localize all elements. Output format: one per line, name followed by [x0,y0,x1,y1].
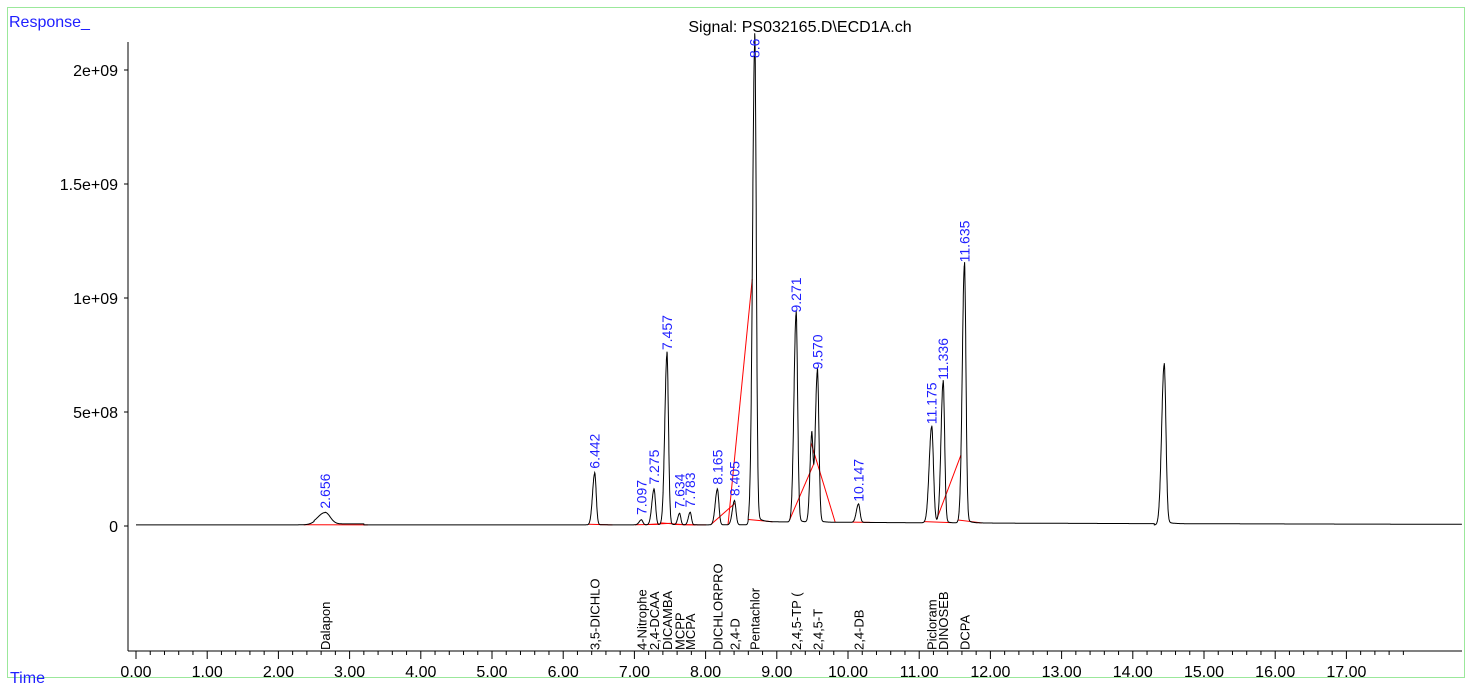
y-ticks: 0 5e+08 1e+09 1.5e+09 2e+09 [60,63,128,536]
x-tick-label: 10.00 [828,664,868,681]
x-tick-label: 1.00 [192,664,223,681]
x-tick-label: 16.00 [1255,664,1295,681]
y-tick-label: 2e+09 [73,63,118,80]
compound-label: Dalapon [318,602,333,650]
y-tick-label: 1.5e+09 [60,177,118,194]
peak-label: 10.147 [850,459,866,502]
integration-baseline [936,454,962,520]
integration-baseline [727,279,753,525]
x-tick-label: 12.00 [970,664,1010,681]
peak-label: 8.405 [726,461,742,496]
peak-label: 11.175 [924,382,940,424]
compound-label: 4-Nitrophe [634,589,649,650]
chart-title: Signal: PS032165.D\ECD1A.ch [688,19,911,36]
compound-label: MCPA [683,613,698,650]
compound-label: Pentachlor [748,587,763,650]
x-tick-label: 14.00 [1113,664,1153,681]
integration-baselines [303,279,983,526]
integration-baseline [710,502,736,525]
compound-label: 3,5-DICHLO [588,578,603,650]
x-tick-label: 13.00 [1042,664,1082,681]
peak-label: 8.165 [709,449,725,484]
compound-label: DINOSEB [936,591,951,650]
x-tick-label: 6.00 [548,664,579,681]
x-tick-label: 2.00 [263,664,294,681]
peak-label: 9.570 [809,334,825,369]
x-tick-label: 9.00 [761,664,792,681]
x-tick-label: 11.00 [900,664,939,681]
x-ticks: 0.00 1.00 2.00 3.00 4.00 5.00 6.00 7.00 8.00 9.00… [120,651,1404,681]
peak-label: 7.783 [682,472,698,507]
y-axis-label: Response_ [9,14,91,31]
compound-label: Picloram [925,599,940,650]
x-tick-label: 3.00 [334,664,365,681]
peak-label: 7.097 [633,480,649,515]
compound-label: 2,4-DCAA [647,591,662,650]
x-tick-label: 4.00 [405,664,436,681]
y-tick-label: 1e+09 [73,291,118,308]
x-tick-label: 0.00 [120,664,151,681]
signal-trace [136,33,1462,526]
compound-label: 2,4-DB [851,610,866,650]
compound-label: 2,4-D [727,618,742,650]
compound-label: DICAMBA [660,590,675,650]
peak-label: 7.634 [672,473,688,508]
compound-labels: Dalapon 3,5-DICHLO 4-Nitrophe2,4-DCAADICAM… [318,563,972,650]
compound-label: DCPA [957,615,972,650]
x-axis-label: Time [10,670,45,686]
peak-label: 11.635 [956,220,972,262]
y-tick-label: 5e+08 [73,405,118,422]
peak-label: 11.336 [935,338,951,380]
x-tick-label: 15.00 [1184,664,1224,681]
peak-label: 9.271 [788,277,804,312]
x-tick-label: 7.00 [619,664,650,681]
integration-baseline [924,521,952,524]
x-tick-label: 17.00 [1326,664,1366,681]
x-tick-label: 5.00 [476,664,507,681]
chart-frame [7,7,1465,678]
compound-label: 2,4,5-T [810,609,825,650]
compound-label: 2,4,5-TP ( [789,592,804,650]
compound-label: MCPP [673,612,688,650]
x-tick-label: 8.00 [690,664,721,681]
peak-label: 7.457 [659,315,675,350]
peak-label: 2.656 [317,473,333,508]
peak-label: 6.442 [587,433,603,468]
peak-label: 8.6 [747,38,763,58]
compound-label: DICHLORPRO [710,563,725,650]
integration-baseline [810,442,836,523]
y-tick-label: 0 [109,519,118,536]
peak-label: 7.275 [646,449,662,484]
